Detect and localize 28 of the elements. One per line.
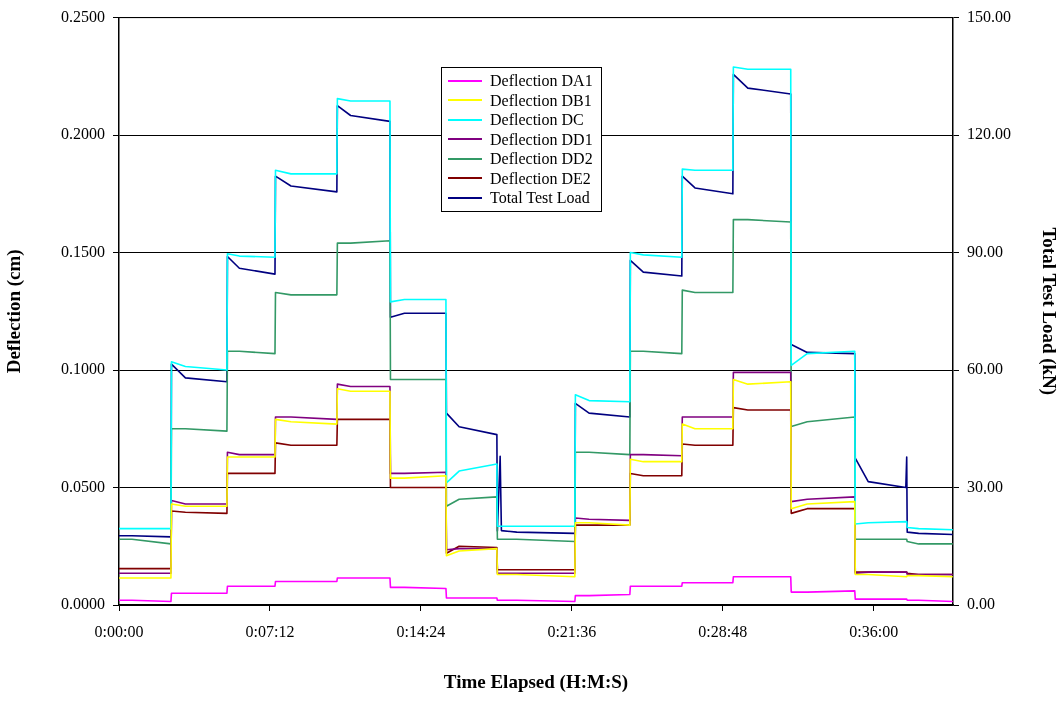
y-tick-label: 0.0500 xyxy=(61,477,105,495)
x-axis-title: Time Elapsed (H:M:S) xyxy=(443,670,629,693)
x-tick-label: 0:14:24 xyxy=(396,622,446,640)
y-axis-title: Deflection (cm) xyxy=(3,249,26,374)
y-tick-label: 0.0000 xyxy=(61,595,105,613)
x-tick-label: 0:07:12 xyxy=(245,622,295,640)
y2-tick-label: 120.00 xyxy=(967,125,1011,143)
legend-label: Deflection DD1 xyxy=(490,129,593,149)
y2-tick-label: 150.00 xyxy=(967,7,1011,25)
y-tick-label: 0.1000 xyxy=(61,360,105,378)
x-tick-label: 0:21:36 xyxy=(547,622,597,640)
y2-tick-label: 0.00 xyxy=(967,595,995,613)
legend-label: Deflection DA1 xyxy=(490,71,593,91)
x-tick-label: 0:28:48 xyxy=(698,622,748,640)
y2-tick-label: 90.00 xyxy=(967,242,1003,260)
legend-label: Total Test Load xyxy=(490,188,590,208)
y-tick-label: 0.2500 xyxy=(61,7,105,25)
x-tick-label: 0:36:00 xyxy=(849,622,899,640)
legend-label: Deflection DB1 xyxy=(490,90,592,110)
y-tick-label: 0.2000 xyxy=(61,125,105,143)
y-tick-label: 0.1500 xyxy=(61,242,105,260)
legend-label: Deflection DC xyxy=(490,110,584,130)
x-tick-label: 0:00:00 xyxy=(94,622,144,640)
legend-label: Deflection DE2 xyxy=(490,168,591,188)
y2-tick-label: 30.00 xyxy=(967,477,1003,495)
y2-tick-label: 60.00 xyxy=(967,360,1003,378)
legend-label: Deflection DD2 xyxy=(490,149,593,169)
y2-axis-title: Total Test Load (kN) xyxy=(1037,227,1060,396)
